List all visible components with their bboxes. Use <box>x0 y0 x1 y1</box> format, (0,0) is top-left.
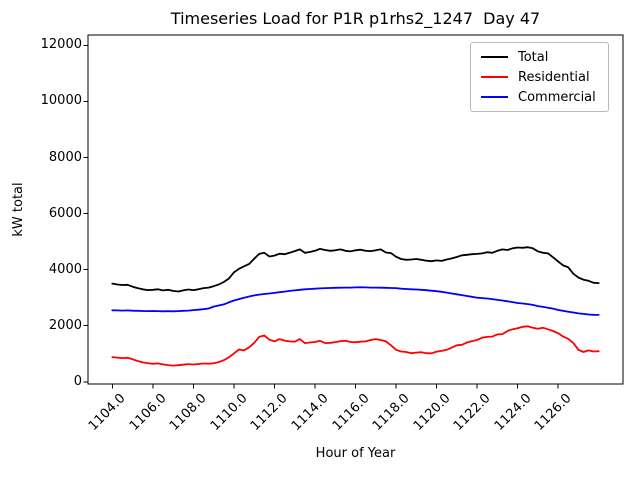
series-line-total <box>111 246 600 293</box>
y-tick-label: 0 <box>73 373 82 389</box>
legend-label: Total <box>518 49 549 65</box>
y-tick-label: 6000 <box>48 205 82 221</box>
legend-label: Residential <box>518 69 590 85</box>
legend-entry: Total <box>481 49 596 65</box>
y-tick-label: 12000 <box>40 37 82 53</box>
y-tick-label: 8000 <box>48 149 82 165</box>
legend-line-swatch <box>481 96 508 98</box>
legend-line-swatch <box>481 56 508 58</box>
x-axis-label: Hour of Year <box>315 446 396 461</box>
legend-entry: Commercial <box>481 89 596 105</box>
y-tick-label: 10000 <box>40 93 82 109</box>
legend-entry: Residential <box>481 69 596 85</box>
y-tick-label: 2000 <box>48 317 82 333</box>
series-line-commercial <box>111 286 600 316</box>
legend-label: Commercial <box>518 89 596 105</box>
legend: Total Residential Commercial <box>470 42 609 112</box>
legend-line-swatch <box>481 76 508 78</box>
series-line-residential <box>111 325 600 367</box>
chart-title: Timeseries Load for P1R p1rhs2_1247 Day … <box>170 9 541 28</box>
y-tick-label: 4000 <box>48 261 82 277</box>
